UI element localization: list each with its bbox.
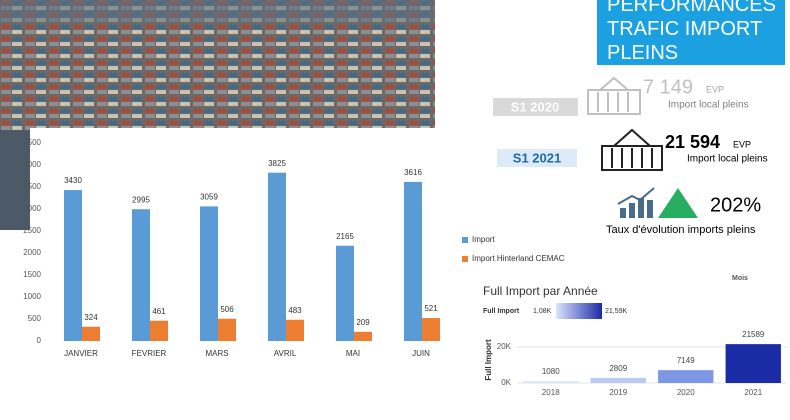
x-tick-label: 2020 — [677, 388, 695, 397]
legend-min: 1,08K — [533, 308, 552, 315]
value-label: 506 — [220, 305, 234, 314]
y-tick-label: 2500 — [23, 226, 41, 235]
period-label: S1 2021 — [513, 150, 561, 165]
legend-max: 21,59K — [605, 308, 628, 315]
growth-arrow — [658, 188, 698, 218]
title-box: PERFORMANCES TRAFIC IMPORT PLEINS — [597, 0, 785, 65]
legend-swatch — [462, 256, 468, 262]
y-tick-label: 0 — [37, 336, 42, 345]
x-tick-label: JUIN — [412, 349, 430, 358]
y-tick-label: 3000 — [23, 204, 41, 213]
chart-subtitle: Mois — [732, 275, 748, 282]
value-label: 3059 — [200, 193, 218, 202]
value-label: 324 — [84, 313, 98, 322]
container-icon — [601, 128, 663, 171]
y-tick-label: 20K — [497, 342, 512, 351]
value-label: 1080 — [542, 367, 560, 376]
value-label: 521 — [424, 304, 438, 313]
x-tick-label: MAI — [346, 349, 360, 358]
y-axis-label: Full Import — [484, 339, 493, 381]
value-label: 3616 — [404, 168, 422, 177]
value-label: 461 — [152, 307, 166, 316]
growth-label: Taux d'évolution imports pleins — [606, 224, 756, 236]
bar — [590, 377, 646, 383]
x-tick-label: 2019 — [609, 388, 627, 397]
x-tick-label: FEVRIER — [132, 349, 167, 358]
x-tick-label: MARS — [205, 349, 228, 358]
bar — [268, 172, 286, 341]
bar — [82, 326, 100, 341]
y-tick-label: 1500 — [23, 270, 41, 279]
y-tick-label: 1000 — [23, 292, 41, 301]
legend-label: Import Hinterland CEMAC — [472, 254, 565, 263]
kpi-unit: EVP — [706, 84, 724, 94]
container-icon — [587, 76, 641, 115]
bar — [725, 344, 781, 383]
y-tick-label: 4000 — [23, 160, 41, 169]
kpi-unit: EVP — [733, 139, 751, 149]
kpi-value: 21 594 — [665, 132, 720, 152]
bar — [286, 319, 304, 341]
value-label: 483 — [288, 306, 302, 315]
legend-label: Import — [472, 235, 495, 244]
value-label: 2809 — [609, 364, 627, 373]
y-tick-label: 3500 — [23, 182, 41, 191]
period-box — [497, 149, 577, 167]
kpi-value: 7 149 — [643, 76, 693, 98]
value-label: 209 — [356, 318, 370, 327]
chart-title: Full Import par Année — [483, 284, 598, 298]
bar — [200, 206, 218, 341]
value-label: 21589 — [742, 330, 765, 339]
bar — [336, 245, 354, 341]
legend-gradient — [556, 303, 602, 319]
value-label: 3825 — [268, 159, 286, 168]
growth-icon — [617, 187, 655, 218]
bar — [354, 331, 372, 341]
y-tick-label: 2000 — [23, 248, 41, 257]
chart-panel — [30, 128, 455, 368]
bar — [658, 370, 714, 383]
legend-title: Full Import — [483, 308, 520, 315]
bar — [523, 381, 579, 383]
bar — [132, 209, 150, 341]
growth-value: 202% — [710, 194, 761, 216]
x-tick-label: 2018 — [542, 388, 560, 397]
x-tick-label: 2021 — [744, 388, 762, 397]
x-tick-label: JANVIER — [64, 349, 98, 358]
kpi-label: Import local pleins — [668, 100, 749, 111]
photo-sea — [0, 130, 30, 230]
bar — [404, 181, 422, 341]
bar — [64, 190, 82, 341]
period-label: S1 2020 — [511, 99, 559, 114]
page-title: PERFORMANCES TRAFIC IMPORT PLEINS — [607, 0, 776, 64]
value-label: 3430 — [64, 176, 82, 185]
bar — [218, 318, 236, 341]
period-box — [493, 98, 578, 116]
kpi-label: Import local pleins — [687, 154, 768, 165]
legend-swatch — [462, 237, 468, 243]
value-label: 2165 — [336, 232, 354, 241]
y-tick-label: 500 — [28, 314, 42, 323]
bar — [422, 318, 440, 341]
photo-sky — [0, 0, 435, 22]
y-tick-label: 0K — [501, 378, 511, 387]
value-label: 7149 — [677, 356, 695, 365]
value-label: 2995 — [132, 195, 150, 204]
bar — [150, 320, 168, 341]
y-tick-label: 4500 — [23, 138, 41, 147]
x-tick-label: AVRIL — [274, 349, 297, 358]
